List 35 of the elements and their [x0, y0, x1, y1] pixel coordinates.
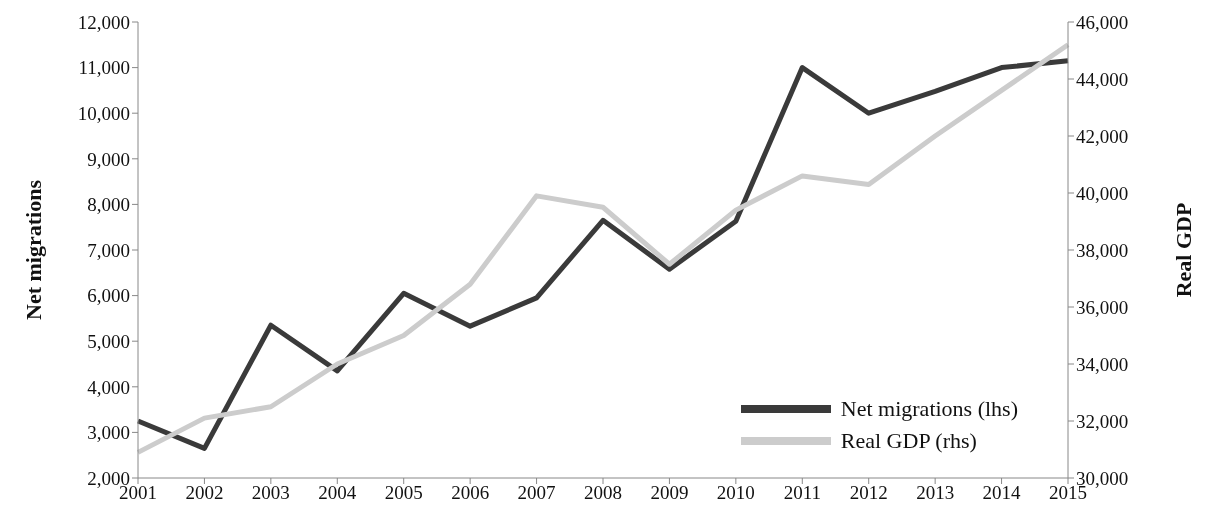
x-tick-label: 2013 [916, 482, 955, 504]
y-tick-label: 10,000 [77, 102, 130, 124]
x-tick-label: 2004 [318, 482, 357, 504]
y-tick-label: 11,000 [78, 57, 130, 79]
y-tick-label: 5,000 [87, 330, 130, 352]
y2-tick-label: 42,000 [1076, 125, 1129, 147]
y-axis-title: Net migrations [20, 179, 46, 320]
y2-tick-label: 40,000 [1076, 182, 1129, 204]
x-tick-label: 2003 [251, 482, 290, 504]
y-tick-label: 9,000 [87, 148, 130, 170]
legend-label: Net migrations (lhs) [840, 396, 1018, 422]
y-tick-label: 6,000 [87, 285, 130, 307]
x-tick-label: 2007 [517, 482, 556, 504]
y2-tick-label: 46,000 [1076, 11, 1129, 33]
x-tick-label: 2006 [451, 482, 490, 504]
x-tick-label: 2008 [584, 482, 622, 504]
y-tick-label: 4,000 [87, 376, 130, 398]
x-tick-label: 2010 [716, 482, 755, 504]
y2-tick-label: 34,000 [1076, 353, 1129, 375]
y2-tick-label: 44,000 [1076, 68, 1129, 90]
legend-label: Real GDP (rhs) [840, 428, 977, 454]
x-tick-label: 2011 [783, 482, 821, 504]
x-tick-label: 2012 [849, 482, 888, 504]
y-tick-label: 12,000 [77, 11, 130, 33]
x-tick-label: 2014 [982, 482, 1022, 504]
y-tick-label: 7,000 [87, 239, 130, 261]
x-tick-label: 2009 [650, 482, 689, 504]
y2-axis-title: Real GDP [1170, 202, 1196, 298]
y2-tick-label: 38,000 [1076, 239, 1129, 261]
y2-tick-label: 32,000 [1076, 410, 1129, 432]
y2-tick-label: 36,000 [1076, 296, 1129, 318]
y-tick-label: 3,000 [87, 422, 130, 444]
y-tick-label: 8,000 [87, 194, 130, 216]
x-tick-label: 2002 [185, 482, 224, 504]
x-tick-label: 2005 [384, 482, 423, 504]
